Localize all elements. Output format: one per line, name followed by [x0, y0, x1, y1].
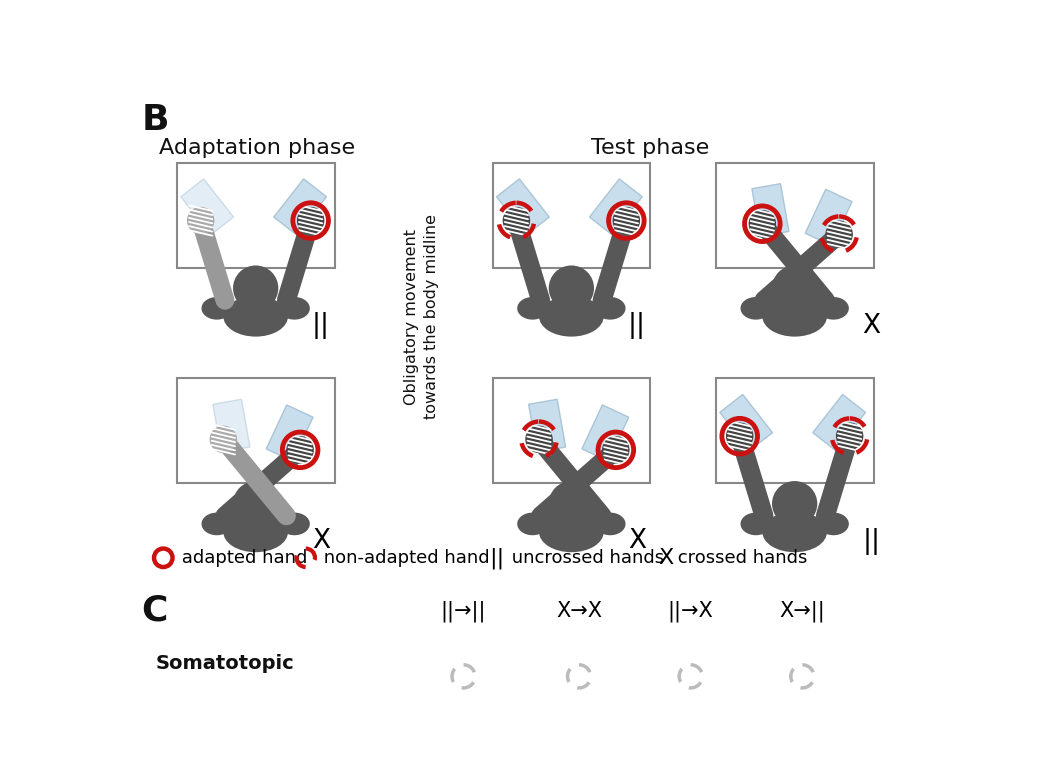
- Ellipse shape: [741, 513, 771, 535]
- Text: Test phase: Test phase: [590, 138, 709, 158]
- Circle shape: [287, 436, 314, 464]
- Ellipse shape: [818, 513, 849, 535]
- Circle shape: [726, 422, 753, 450]
- Circle shape: [503, 207, 530, 234]
- Polygon shape: [266, 405, 313, 461]
- Text: C: C: [141, 594, 168, 628]
- Circle shape: [825, 220, 853, 248]
- Ellipse shape: [279, 297, 310, 319]
- Ellipse shape: [763, 512, 827, 552]
- Text: ||: ||: [312, 312, 330, 339]
- Text: X: X: [312, 528, 330, 554]
- Polygon shape: [529, 400, 565, 452]
- Text: uncrossed hands: uncrossed hands: [506, 548, 664, 567]
- Circle shape: [233, 266, 278, 311]
- Circle shape: [836, 422, 863, 450]
- Bar: [492, 379, 650, 484]
- Ellipse shape: [279, 513, 310, 535]
- Polygon shape: [273, 179, 326, 235]
- Text: X: X: [862, 312, 881, 339]
- Ellipse shape: [517, 297, 548, 319]
- Circle shape: [210, 425, 237, 453]
- Text: X→||: X→||: [779, 600, 825, 622]
- Ellipse shape: [818, 297, 849, 319]
- Ellipse shape: [741, 297, 771, 319]
- Text: ||: ||: [628, 312, 646, 339]
- Text: ||→X: ||→X: [668, 600, 714, 622]
- Ellipse shape: [202, 513, 233, 535]
- Circle shape: [297, 207, 324, 234]
- Bar: [177, 379, 335, 484]
- Text: ||: ||: [489, 547, 504, 569]
- Circle shape: [549, 266, 594, 311]
- Bar: [716, 163, 874, 268]
- Circle shape: [233, 481, 278, 527]
- Text: B: B: [141, 103, 169, 137]
- Ellipse shape: [763, 296, 827, 337]
- Text: Obligatory movement
towards the body midline: Obligatory movement towards the body mid…: [404, 214, 438, 419]
- Circle shape: [187, 207, 214, 234]
- Polygon shape: [213, 400, 250, 452]
- Text: crossed hands: crossed hands: [672, 548, 807, 567]
- Text: Somatotopic: Somatotopic: [156, 654, 294, 673]
- Ellipse shape: [539, 296, 604, 337]
- Circle shape: [613, 207, 640, 234]
- Polygon shape: [497, 179, 550, 235]
- Circle shape: [772, 481, 818, 527]
- Text: non-adapted hand: non-adapted hand: [318, 548, 489, 567]
- Circle shape: [772, 266, 818, 311]
- Text: ||→||: ||→||: [441, 600, 486, 622]
- Polygon shape: [812, 394, 865, 450]
- Text: ||: ||: [862, 527, 881, 555]
- Text: X: X: [628, 528, 646, 554]
- Text: adapted hand: adapted hand: [176, 548, 307, 567]
- Polygon shape: [752, 184, 789, 237]
- Circle shape: [549, 481, 594, 527]
- Polygon shape: [720, 394, 773, 450]
- Bar: [177, 163, 335, 268]
- Bar: [716, 379, 874, 484]
- Ellipse shape: [223, 512, 288, 552]
- Polygon shape: [181, 179, 234, 235]
- Ellipse shape: [594, 513, 625, 535]
- Circle shape: [602, 436, 630, 464]
- Ellipse shape: [539, 512, 604, 552]
- Text: X: X: [659, 548, 673, 568]
- Text: Adaptation phase: Adaptation phase: [159, 138, 355, 158]
- Bar: [492, 163, 650, 268]
- Ellipse shape: [202, 297, 233, 319]
- Polygon shape: [582, 405, 629, 461]
- Ellipse shape: [223, 296, 288, 337]
- Ellipse shape: [594, 297, 625, 319]
- Polygon shape: [589, 179, 642, 235]
- Text: X→X: X→X: [556, 601, 602, 621]
- Polygon shape: [805, 189, 852, 245]
- Circle shape: [748, 210, 776, 238]
- Circle shape: [526, 425, 553, 453]
- Ellipse shape: [517, 513, 548, 535]
